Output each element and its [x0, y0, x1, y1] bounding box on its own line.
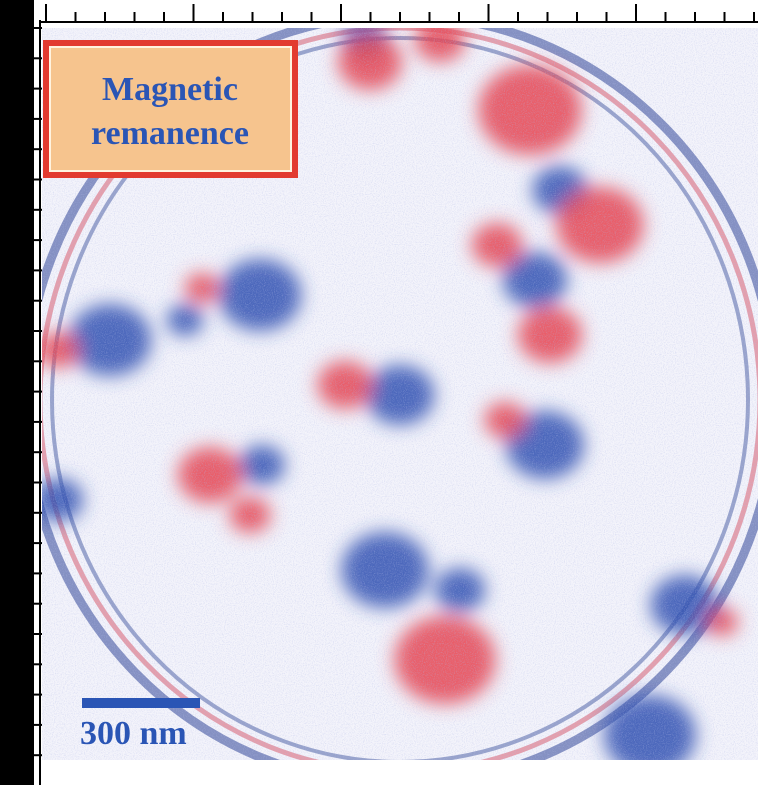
left-strip: [0, 0, 34, 785]
scale-bar: [82, 698, 200, 708]
label-fill: [50, 47, 291, 171]
microscopy-image: Magnetic remanence 300 nm: [0, 0, 758, 785]
label-box: Magnetic remanence: [43, 40, 298, 178]
label-line: Magnetic: [102, 71, 238, 108]
scale-label: 300 nm: [80, 715, 187, 752]
label-line: remanence: [91, 115, 249, 152]
